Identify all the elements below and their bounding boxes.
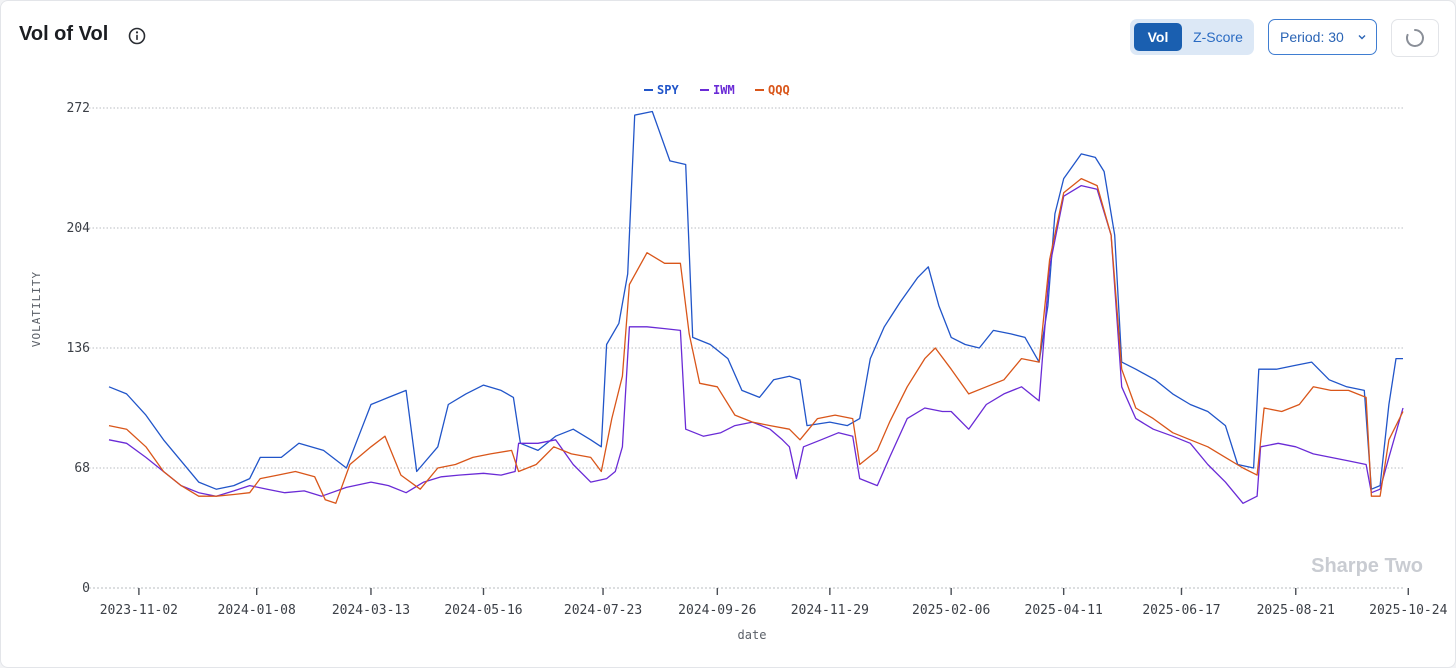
y-tick-label: 68 [74, 461, 90, 476]
x-axis-label: date [738, 628, 767, 642]
x-tick-label: 2025-02-06 [912, 603, 990, 618]
y-tick-label: 136 [67, 341, 90, 356]
x-tick-label: 2023-11-02 [100, 603, 178, 618]
y-tick-label: 204 [67, 221, 91, 236]
page-title: Vol of Vol [19, 23, 109, 45]
x-tick-label: 2025-06-17 [1142, 603, 1220, 618]
x-tick-label: 2024-03-13 [332, 603, 410, 618]
legend-label-spy[interactable]: SPY [657, 83, 679, 97]
zscore-tab[interactable]: Z-Score [1193, 29, 1243, 45]
loading-spinner-icon [1406, 29, 1424, 47]
y-tick-label: 0 [82, 581, 90, 596]
x-tick-label: 2025-04-11 [1025, 603, 1103, 618]
chevron-down-icon [1358, 35, 1366, 40]
legend-label-qqq[interactable]: QQQ [768, 83, 790, 97]
x-tick-label: 2024-01-08 [218, 603, 296, 618]
x-tick-label: 2024-07-23 [564, 603, 642, 618]
series-line-spy [108, 110, 1403, 490]
y-axis-label: VOLATILITY [30, 271, 43, 347]
watermark-text: Sharpe Two [1311, 555, 1423, 577]
series-line-qqq [108, 177, 1404, 504]
period-select[interactable]: Period: 30 [1268, 19, 1377, 55]
legend-label-iwm[interactable]: IWM [713, 83, 735, 97]
x-tick-label: 2025-08-21 [1257, 603, 1335, 618]
x-tick-label: 2024-09-26 [678, 603, 756, 618]
x-tick-label: 2025-10-24 [1369, 603, 1447, 618]
refresh-button[interactable] [1391, 19, 1439, 57]
y-tick-label: 272 [67, 101, 90, 116]
series-line-iwm [108, 184, 1404, 504]
vol-tab[interactable]: Vol [1134, 23, 1182, 51]
info-circle-icon[interactable] [128, 27, 146, 45]
period-label: Period: 30 [1280, 29, 1344, 45]
vol-zscore-toggle: Vol Z-Score [1130, 19, 1254, 55]
x-tick-label: 2024-05-16 [444, 603, 522, 618]
x-tick-label: 2024-11-29 [791, 603, 869, 618]
